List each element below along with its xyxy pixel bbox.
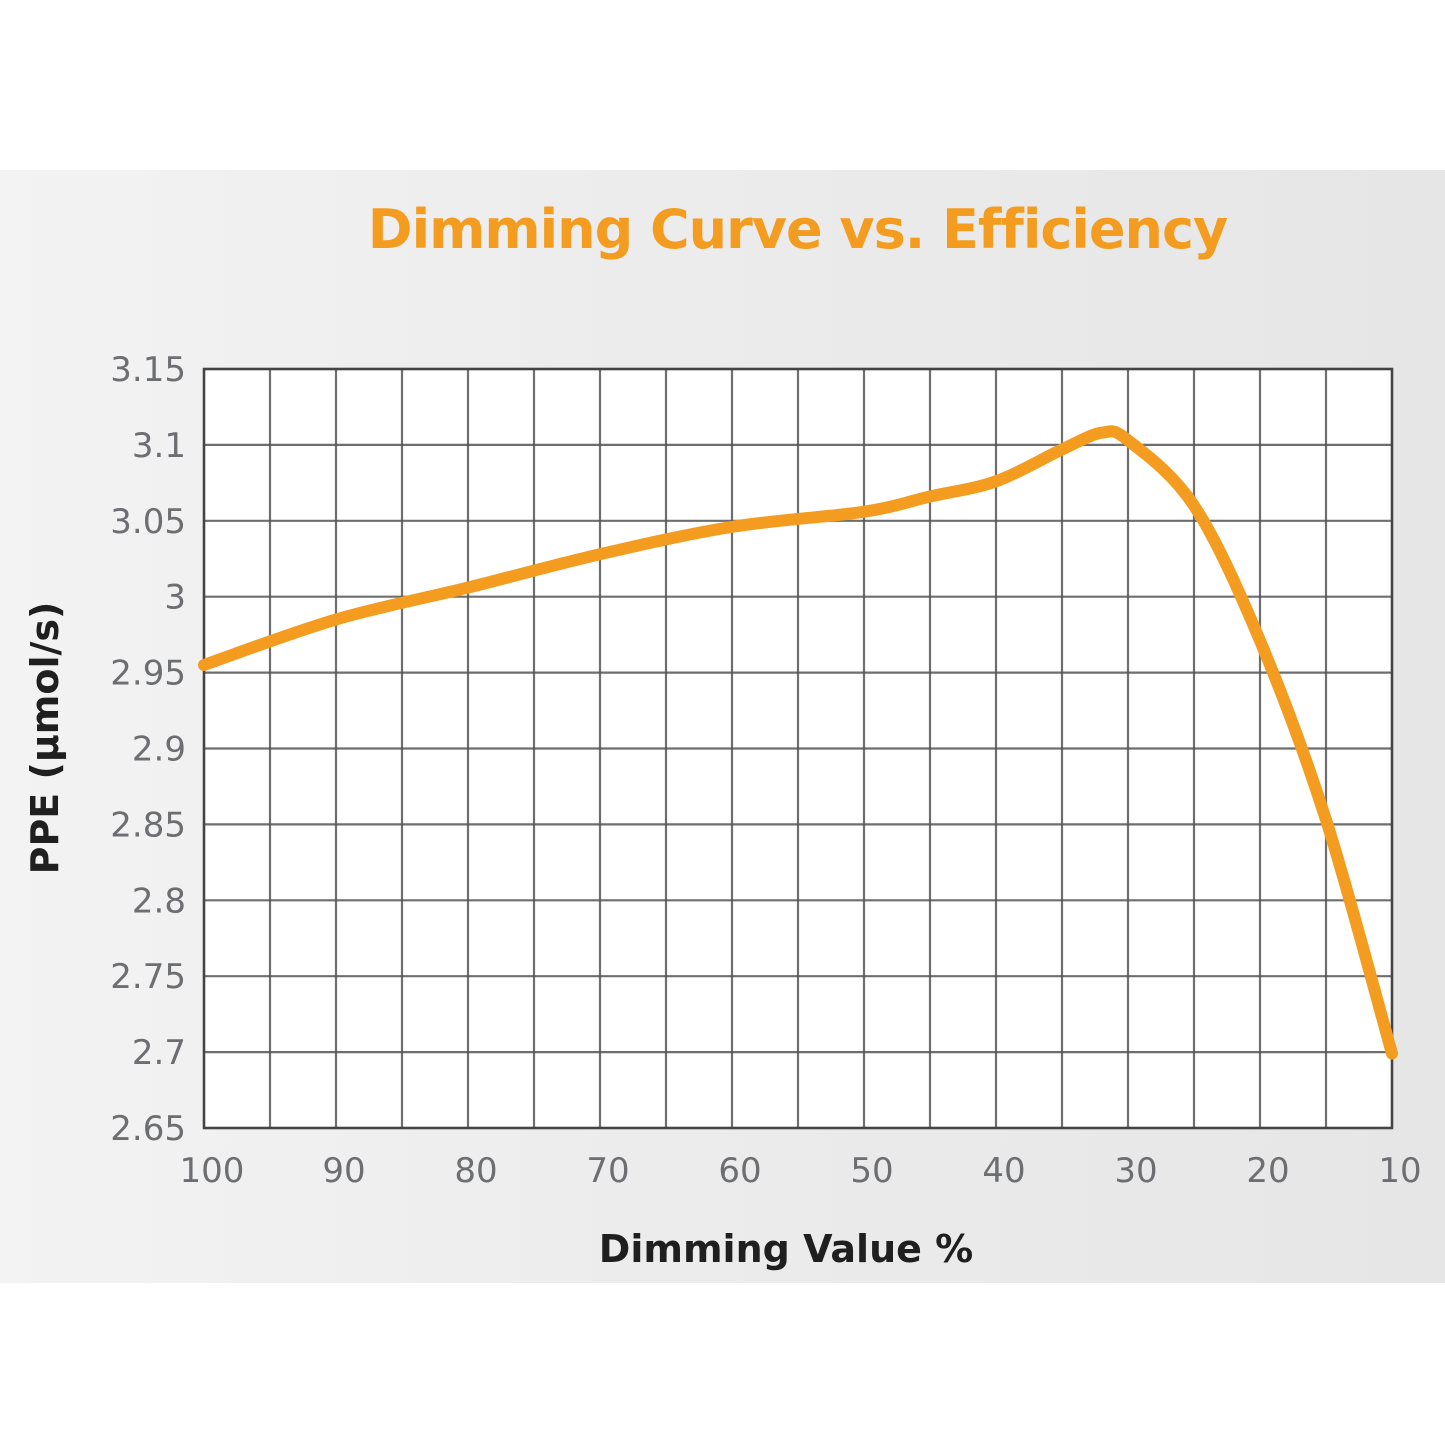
y-tick-label: 3.05: [110, 502, 186, 542]
y-tick-label: 2.65: [110, 1109, 186, 1149]
x-tick-label: 20: [1246, 1151, 1289, 1191]
series-lines: [198, 425, 1398, 1060]
x-tick-label: 50: [850, 1151, 893, 1191]
x-tick-labels: 100 90 80 70 60 50 40 30 20 10: [180, 1151, 1422, 1191]
y-tick-label: 2.85: [110, 805, 186, 845]
x-tick-label: 40: [982, 1151, 1025, 1191]
y-axis-label: PPE (μmol/s): [23, 602, 67, 875]
x-tick-label: 80: [454, 1151, 497, 1191]
chart-title: Dimming Curve vs. Efficiency: [367, 198, 1228, 261]
x-tick-label: 10: [1378, 1151, 1421, 1191]
y-tick-label: 2.8: [132, 881, 186, 921]
y-tick-label: 2.9: [132, 730, 186, 770]
y-tick-label: 3.1: [132, 426, 186, 466]
x-tick-label: 60: [718, 1151, 761, 1191]
x-tick-label: 70: [586, 1151, 629, 1191]
x-axis-label: Dimming Value %: [599, 1227, 973, 1271]
y-tick-label: 2.7: [132, 1033, 186, 1073]
y-tick-label: 3.15: [110, 350, 186, 390]
x-tick-label: 100: [180, 1151, 245, 1191]
x-tick-label: 30: [1114, 1151, 1157, 1191]
y-tick-label: 2.75: [110, 957, 186, 997]
plot-border: [202, 367, 1394, 1130]
y-tick-labels: 3.15 3.1 3.05 3 2.95 2.9 2.85 2.8 2.75 2.7 2.65: [110, 350, 186, 1149]
y-tick-label: 3: [164, 578, 186, 618]
y-tick-label: 2.95: [110, 654, 186, 694]
x-tick-label: 90: [322, 1151, 365, 1191]
grid: [202, 367, 1394, 1130]
